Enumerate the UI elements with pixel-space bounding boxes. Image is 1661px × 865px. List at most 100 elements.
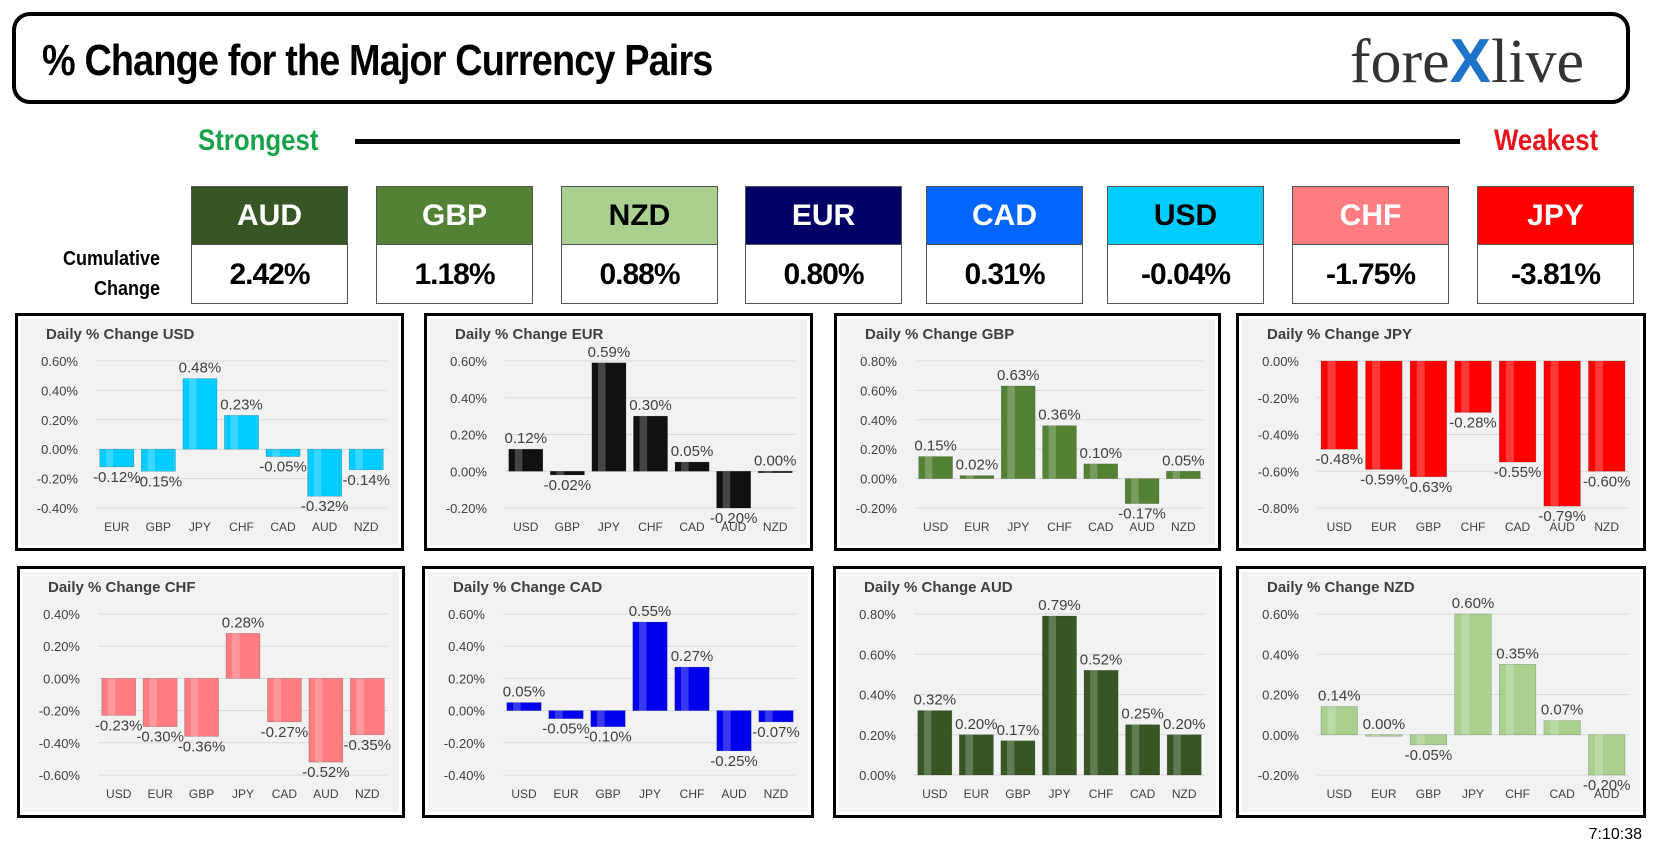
bar-chart-usd: Daily % Change USD 0.60% 0.40% 0.20% 0.00% -0… xyxy=(21,319,398,545)
data-label: 0.55% xyxy=(629,603,672,620)
logo-text-left: fore xyxy=(1349,28,1450,96)
y-tick-label: -0.20% xyxy=(856,501,898,516)
x-tick-label: CHF xyxy=(229,520,254,534)
bar-gbp xyxy=(141,448,176,472)
y-tick-label: 0.40% xyxy=(859,688,896,703)
logo-x-mark: X xyxy=(1449,27,1492,96)
currency-code: CHF xyxy=(1293,187,1448,245)
bar-usd xyxy=(918,456,953,479)
currency-box-gbp: GBP 1.18% xyxy=(376,186,533,304)
bar-cad xyxy=(1083,463,1119,479)
bar-highlight xyxy=(1550,361,1559,507)
bar-highlight xyxy=(272,449,280,457)
y-tick-label: 0.40% xyxy=(860,413,897,428)
bar-highlight xyxy=(313,449,322,497)
y-tick-label: 0.20% xyxy=(43,639,80,654)
data-label: -0.23% xyxy=(95,717,143,734)
bar-cad xyxy=(267,678,302,723)
currency-code: EUR xyxy=(746,187,901,245)
chart-panel-aud: Daily % Change AUD 0.80% 0.60% 0.40% 0.20% 0.… xyxy=(833,566,1222,818)
x-tick-label: JPY xyxy=(1048,787,1070,801)
x-tick-label: NZD xyxy=(355,787,380,801)
currency-code: GBP xyxy=(377,187,532,245)
bar-highlight xyxy=(105,449,114,467)
bar-nzd xyxy=(1588,360,1626,472)
bar-nzd xyxy=(348,448,384,471)
data-label: 0.32% xyxy=(914,692,957,709)
bar-eur xyxy=(142,678,178,728)
data-label: 0.35% xyxy=(1496,645,1539,662)
data-label: 0.17% xyxy=(997,722,1040,739)
bar-highlight xyxy=(1327,706,1336,735)
data-label: 0.07% xyxy=(1541,702,1584,719)
y-tick-label: 0.60% xyxy=(448,607,485,622)
data-label: 0.52% xyxy=(1080,651,1123,668)
x-tick-label: AUD xyxy=(1129,520,1155,534)
bar-highlight xyxy=(764,471,772,473)
data-label: 0.00% xyxy=(754,452,797,469)
bar-highlight xyxy=(1461,361,1470,413)
bar-gbp xyxy=(1000,740,1036,776)
bar-highlight xyxy=(1173,734,1181,775)
x-tick-label: CAD xyxy=(679,520,705,534)
bar-gbp xyxy=(184,678,219,737)
x-tick-label: CAD xyxy=(270,520,296,534)
x-tick-label: USD xyxy=(922,787,948,801)
y-tick-label: 0.60% xyxy=(860,383,897,398)
data-label: 0.79% xyxy=(1038,597,1081,614)
page-title: % Change for the Major Currency Pairs xyxy=(42,36,713,85)
bar-highlight xyxy=(512,702,521,711)
bar-nzd xyxy=(757,470,793,474)
bar-highlight xyxy=(556,471,564,475)
bar-gbp xyxy=(1409,360,1448,478)
x-tick-label: EUR xyxy=(1371,787,1397,801)
bar-highlight xyxy=(598,362,606,472)
x-tick-label: EUR xyxy=(147,787,173,801)
chart-panel-eur: Daily % Change EUR 0.60% 0.40% 0.20% 0.00% -0… xyxy=(424,313,813,551)
y-tick-label: 0.20% xyxy=(41,413,78,428)
x-tick-label: NZD xyxy=(763,520,788,534)
bar-nzd xyxy=(349,678,385,736)
bar-jpy xyxy=(182,378,218,450)
data-label: 0.14% xyxy=(1318,688,1361,705)
data-label: -0.12% xyxy=(93,469,141,486)
y-tick-label: -0.20% xyxy=(39,704,81,719)
x-tick-label: GBP xyxy=(1416,520,1441,534)
x-tick-label: CHF xyxy=(1505,787,1530,801)
y-tick-label: -0.40% xyxy=(1258,428,1300,443)
data-label: 0.59% xyxy=(588,344,631,361)
bar-chf xyxy=(674,666,710,711)
data-label: 0.15% xyxy=(914,438,957,455)
currency-box-eur: EUR 0.80% xyxy=(745,186,902,304)
data-label: 0.05% xyxy=(1162,452,1205,469)
chart-title: Daily % Change GBP xyxy=(865,326,1014,343)
cumulative-change-value: -0.04% xyxy=(1140,258,1231,291)
y-tick-label: 0.00% xyxy=(41,442,78,457)
y-tick-label: 0.40% xyxy=(448,639,485,654)
bar-highlight xyxy=(232,633,240,679)
bar-highlight xyxy=(1550,720,1559,735)
data-label: -0.59% xyxy=(1360,471,1408,488)
chart-panel-chf: Daily % Change CHF 0.40% 0.20% 0.00% -0.20% -… xyxy=(17,566,405,818)
y-tick-label: -0.80% xyxy=(1258,501,1300,516)
bar-highlight xyxy=(1416,734,1425,745)
bar-highlight xyxy=(1131,724,1140,775)
y-tick-label: -0.20% xyxy=(1258,391,1300,406)
currency-code: AUD xyxy=(192,187,347,245)
bar-chf xyxy=(1498,664,1537,736)
data-label: -0.36% xyxy=(178,738,226,755)
bar-highlight xyxy=(147,449,155,472)
x-tick-label: CHF xyxy=(638,520,663,534)
currency-box-aud: AUD 2.42% xyxy=(191,186,348,304)
x-tick-label: GBP xyxy=(189,787,214,801)
bar-highlight xyxy=(355,449,363,470)
x-tick-label: GBP xyxy=(146,520,171,534)
cumulative-change-value: 0.88% xyxy=(599,258,680,291)
data-label: -0.63% xyxy=(1405,479,1453,496)
data-label: -0.79% xyxy=(1538,508,1586,525)
x-tick-label: JPY xyxy=(1462,787,1484,801)
forexlive-logo: foreXlive xyxy=(1350,26,1584,98)
bar-cad xyxy=(1125,724,1160,776)
currency-box-jpy: JPY -3.81% xyxy=(1477,186,1634,304)
x-tick-label: GBP xyxy=(1005,787,1030,801)
